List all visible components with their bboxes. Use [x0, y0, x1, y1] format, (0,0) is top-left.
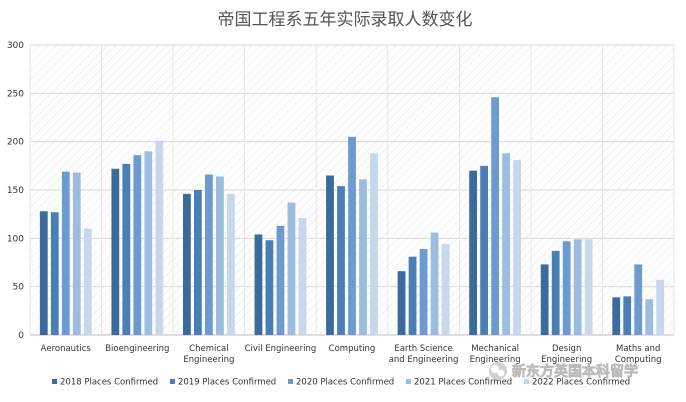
- bar: [326, 175, 334, 335]
- bar: [265, 240, 274, 335]
- x-tick-label: Mechanical: [471, 344, 519, 354]
- bar: [370, 153, 378, 335]
- x-tick-label: Bioengineering: [105, 344, 169, 354]
- y-tick-label: 150: [7, 186, 24, 196]
- bar: [287, 202, 296, 335]
- legend-swatch: [524, 379, 529, 384]
- bar: [226, 193, 235, 335]
- bar: [656, 279, 665, 335]
- bar: [72, 172, 81, 335]
- legend-swatch: [170, 379, 175, 384]
- y-tick-label: 100: [7, 234, 24, 244]
- bar: [215, 176, 224, 335]
- chart-title: 帝国工程系五年实际录取人数变化: [218, 10, 473, 30]
- bar: [111, 168, 120, 335]
- bar: [193, 190, 202, 335]
- legend-label: 2019 Places Confirmed: [178, 378, 276, 388]
- legend: 2018 Places Confirmed 2019 Places Confirm…: [52, 378, 630, 388]
- watermark: 新东方英国本科留学: [489, 362, 638, 380]
- x-tick-label: Engineering: [470, 355, 521, 365]
- wechat-icon-bubble: [491, 365, 499, 373]
- bar: [276, 225, 285, 335]
- bar: [122, 163, 131, 335]
- bar: [502, 153, 511, 335]
- bar: [408, 256, 417, 335]
- bar: [204, 174, 213, 335]
- x-tick-label: Computing: [329, 344, 376, 354]
- x-tick-label: Chemical: [189, 344, 228, 354]
- legend-swatch: [288, 379, 293, 384]
- bar: [61, 171, 70, 335]
- watermark-text: 新东方英国本科留学: [512, 363, 638, 380]
- bar: [584, 239, 593, 335]
- x-tick-label: Computing: [615, 355, 662, 365]
- legend-label: 2022 Places Confirmed: [532, 378, 630, 388]
- bar: [298, 218, 307, 335]
- bar: [83, 228, 92, 335]
- x-tick-label: Maths and: [616, 344, 660, 354]
- bar: [513, 160, 522, 335]
- bar: [645, 299, 654, 335]
- bar: [397, 271, 406, 335]
- bar: [144, 151, 153, 335]
- x-tick-label: Engineering: [183, 355, 234, 365]
- bar: [441, 244, 450, 335]
- bar: [182, 193, 191, 335]
- y-tick-label: 250: [7, 89, 24, 99]
- x-tick-label: and Engineering: [389, 355, 459, 365]
- y-tick-label: 200: [7, 138, 24, 148]
- legend-swatch: [52, 379, 57, 384]
- bar: [623, 296, 632, 335]
- bar: [39, 211, 48, 335]
- bar: [562, 241, 571, 335]
- legend-swatch: [406, 379, 411, 384]
- bar: [491, 97, 500, 335]
- bar: [612, 297, 621, 335]
- y-tick-label: 50: [13, 283, 25, 293]
- bar: [419, 248, 428, 335]
- x-tick-label: Earth Science: [394, 344, 452, 354]
- bar: [551, 250, 560, 335]
- bar: [480, 165, 489, 335]
- y-axis: 0 50 100 150 200 250 300: [7, 41, 24, 341]
- bar: [348, 136, 356, 335]
- x-tick-label: Aeronautics: [41, 344, 92, 354]
- x-tick-label: Engineering: [541, 355, 592, 365]
- x-tick-label: Civil Engineering: [245, 344, 317, 354]
- legend-label: 2018 Places Confirmed: [60, 378, 158, 388]
- wechat-icon-bubble: [497, 369, 505, 377]
- bars: [39, 97, 665, 335]
- x-tick-label: Design: [552, 344, 581, 354]
- bar: [50, 212, 59, 335]
- bar: [337, 186, 345, 335]
- bar: [254, 234, 263, 335]
- bar: [573, 239, 582, 335]
- legend-label: 2020 Places Confirmed: [296, 378, 394, 388]
- bar: [133, 155, 142, 335]
- legend-label: 2021 Places Confirmed: [414, 378, 512, 388]
- bar: [469, 170, 478, 335]
- bar: [634, 264, 643, 335]
- bar: [430, 232, 439, 335]
- x-axis: Aeronautics Bioengineering ChemicalEnginee…: [41, 344, 662, 365]
- bar: [540, 264, 549, 335]
- y-tick-label: 300: [7, 41, 24, 51]
- y-tick-label: 0: [18, 331, 24, 341]
- bar: [359, 179, 367, 335]
- bar: [155, 140, 164, 335]
